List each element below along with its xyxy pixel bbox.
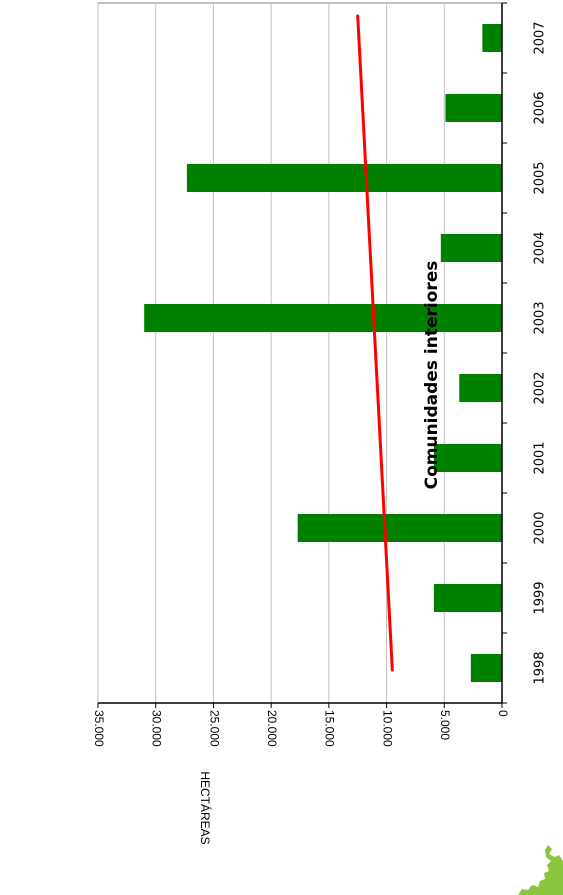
category-label-2004: 2004 <box>533 231 548 264</box>
value-tick-label: 15.000 <box>323 710 337 747</box>
category-label-2000: 2000 <box>533 511 548 544</box>
y-axis-label: HECTÁREAS <box>198 771 212 845</box>
bar-1998 <box>470 654 502 682</box>
category-label-2002: 2002 <box>533 371 548 404</box>
category-label-2001: 2001 <box>533 441 548 474</box>
bar-2007 <box>482 24 502 52</box>
category-label-1998: 1998 <box>533 651 548 684</box>
category-label-2006: 2006 <box>533 91 548 124</box>
trend-layer <box>356 14 394 672</box>
axes <box>97 2 507 708</box>
tick-labels: 1998 1999 2000 2001 2002 2003 2004 2005 2006 2007… <box>92 21 548 747</box>
category-label-2003: 2003 <box>533 301 548 334</box>
bar-2001 <box>433 444 502 472</box>
value-tick-label: 10.000 <box>380 710 394 747</box>
bars <box>144 24 502 682</box>
value-tick-label: 35.000 <box>92 710 106 747</box>
bar-2003 <box>144 304 502 332</box>
chart-title: Comunidades interiores <box>422 260 442 490</box>
value-tick-label: 0 <box>496 710 510 717</box>
bar-2002 <box>459 374 502 402</box>
bar-2005 <box>186 164 502 192</box>
green-map-icon <box>518 845 563 895</box>
value-tick-label: 30.000 <box>150 710 164 747</box>
bar-1999 <box>433 584 502 612</box>
value-tick-label: 20.000 <box>265 710 279 747</box>
value-tick-label: 5.000 <box>438 710 452 740</box>
bar-2006 <box>445 94 502 122</box>
value-tick-label: 25.000 <box>207 710 221 747</box>
bar-2004 <box>440 234 502 262</box>
trend-line <box>356 14 394 672</box>
bar-2000 <box>297 514 502 542</box>
category-label-2005: 2005 <box>533 161 548 194</box>
category-label-2007: 2007 <box>533 21 548 54</box>
category-label-1999: 1999 <box>533 581 548 614</box>
